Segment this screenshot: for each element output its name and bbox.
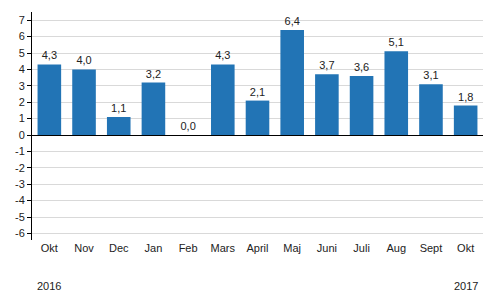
svg-text:2017: 2017 [454, 280, 478, 292]
svg-text:3,6: 3,6 [354, 61, 369, 73]
svg-text:2: 2 [19, 96, 25, 108]
svg-text:3: 3 [19, 80, 25, 92]
svg-text:5,1: 5,1 [389, 36, 404, 48]
svg-text:Nov: Nov [74, 242, 94, 254]
svg-text:-6: -6 [15, 227, 25, 239]
svg-text:4: 4 [19, 63, 25, 75]
svg-text:Okt: Okt [41, 242, 58, 254]
svg-text:Juli: Juli [353, 242, 370, 254]
svg-text:-2: -2 [15, 162, 25, 174]
svg-text:3,7: 3,7 [319, 59, 334, 71]
svg-text:Mars: Mars [211, 242, 236, 254]
svg-text:Okt: Okt [457, 242, 474, 254]
svg-text:1,1: 1,1 [111, 102, 126, 114]
svg-text:Maj: Maj [283, 242, 301, 254]
svg-text:0,0: 0,0 [180, 120, 195, 132]
svg-text:1: 1 [19, 112, 25, 124]
svg-text:Aug: Aug [386, 242, 406, 254]
svg-text:6,4: 6,4 [285, 15, 300, 27]
svg-text:4,3: 4,3 [215, 49, 230, 61]
svg-text:3,1: 3,1 [423, 69, 438, 81]
svg-text:7: 7 [19, 14, 25, 26]
svg-text:-4: -4 [15, 194, 25, 206]
svg-text:Sept: Sept [420, 242, 443, 254]
svg-text:-5: -5 [15, 211, 25, 223]
svg-text:4,3: 4,3 [42, 49, 57, 61]
svg-text:Juni: Juni [317, 242, 337, 254]
svg-text:-3: -3 [15, 178, 25, 190]
svg-text:Jan: Jan [145, 242, 163, 254]
svg-text:Feb: Feb [179, 242, 198, 254]
svg-text:6: 6 [19, 30, 25, 42]
svg-text:4,0: 4,0 [76, 54, 91, 66]
svg-text:2016: 2016 [37, 280, 61, 292]
svg-text:5: 5 [19, 47, 25, 59]
svg-text:-1: -1 [15, 145, 25, 157]
svg-text:3,2: 3,2 [146, 68, 161, 80]
svg-text:1,8: 1,8 [458, 91, 473, 103]
svg-text:April: April [246, 242, 268, 254]
svg-text:0: 0 [19, 129, 25, 141]
svg-text:2,1: 2,1 [250, 86, 265, 98]
svg-text:Dec: Dec [109, 242, 129, 254]
